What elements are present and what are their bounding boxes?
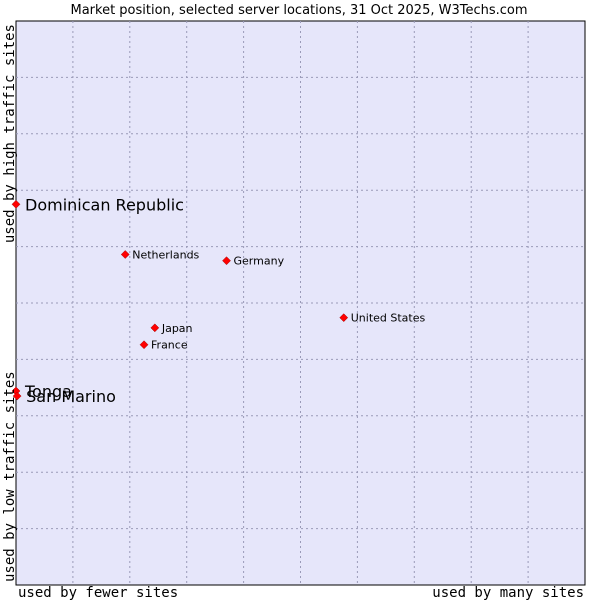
x-axis-label-right: used by many sites	[432, 585, 584, 600]
data-label-france: France	[151, 339, 188, 352]
data-point-dominican-republic	[11, 199, 21, 209]
data-point-france	[139, 340, 149, 350]
data-point-san-marino	[12, 391, 22, 401]
y-axis-label-bottom: used by low traffic sites	[2, 371, 18, 582]
data-label-united-states: United States	[351, 312, 426, 325]
data-label-san-marino: San Marino	[26, 387, 116, 406]
data-label-dominican-republic: Dominican Republic	[25, 195, 184, 214]
x-axis-label-left: used by fewer sites	[18, 585, 178, 600]
data-point-germany	[222, 256, 231, 266]
data-point-united-states	[339, 313, 349, 323]
data-point-netherlands	[120, 250, 130, 259]
data-points: Dominican Republic Netherlands Germany Unit…	[11, 195, 426, 406]
data-point-japan	[150, 323, 160, 333]
data-label-japan: Japan	[161, 322, 193, 335]
y-axis-label-top: used by high traffic sites	[2, 24, 18, 243]
data-label-netherlands: Netherlands	[132, 248, 199, 261]
grid	[16, 21, 585, 585]
data-label-germany: Germany	[234, 255, 285, 268]
data-label-tonga: Tonga	[24, 382, 72, 401]
chart-title: Market position, selected server locatio…	[70, 3, 527, 18]
